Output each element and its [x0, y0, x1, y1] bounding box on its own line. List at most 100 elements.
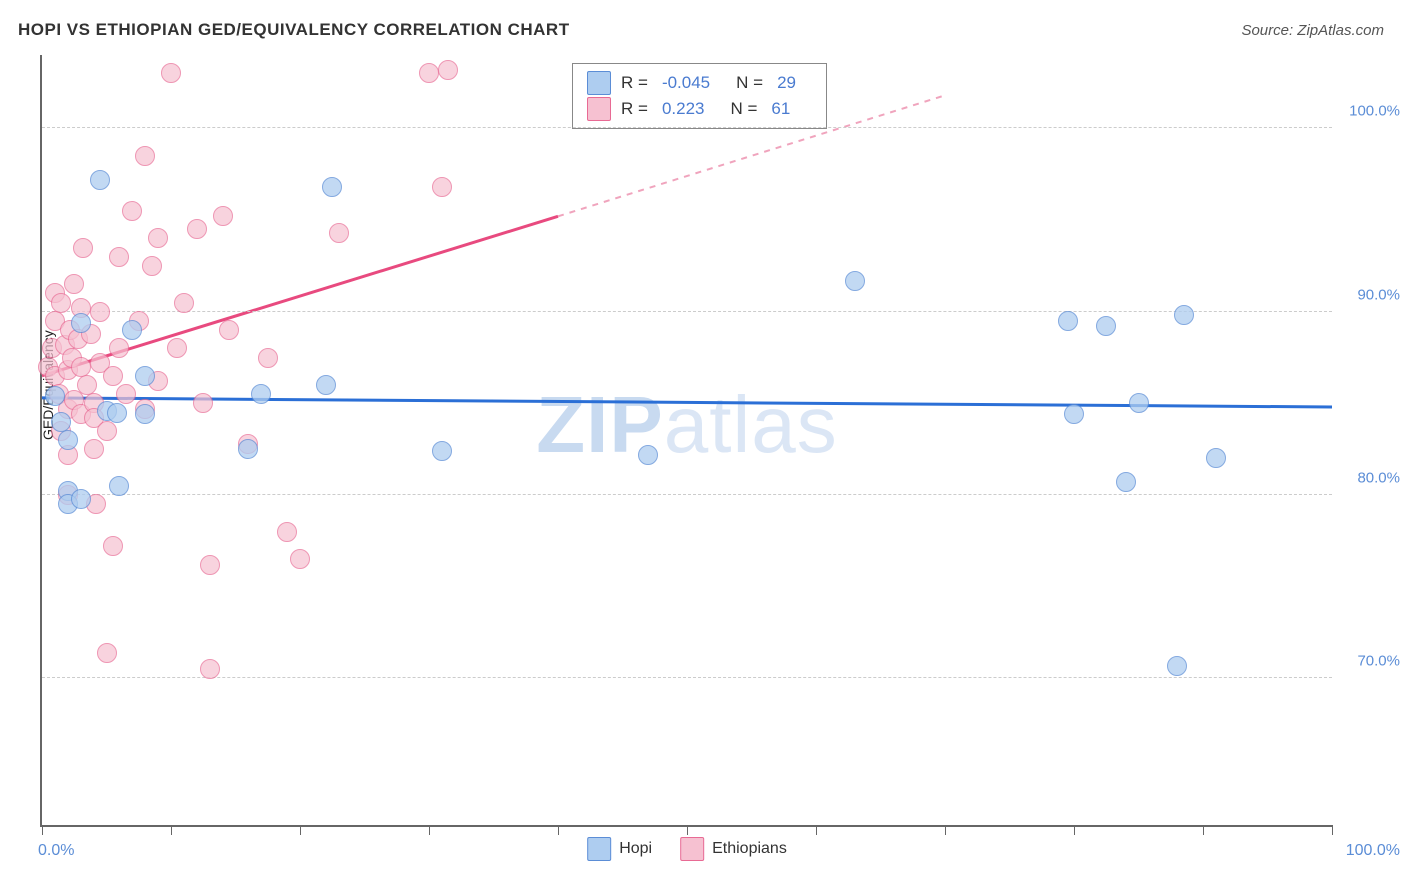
data-point: [1116, 472, 1136, 492]
chart-title: HOPI VS ETHIOPIAN GED/EQUIVALENCY CORREL…: [18, 20, 570, 40]
data-point: [161, 63, 181, 83]
data-point: [116, 384, 136, 404]
data-point: [316, 375, 336, 395]
stats-box: R =-0.045N =29R = 0.223N =61: [572, 63, 827, 129]
data-point: [251, 384, 271, 404]
legend-swatch: [587, 97, 611, 121]
x-tick: [945, 825, 946, 835]
data-point: [71, 313, 91, 333]
data-point: [142, 256, 162, 276]
stats-row: R = -0.045 N = 29: [587, 70, 812, 96]
data-point: [200, 659, 220, 679]
chart-container: HOPI VS ETHIOPIAN GED/EQUIVALENCY CORREL…: [0, 0, 1406, 892]
stats-n-value: 29: [773, 70, 812, 96]
data-point: [438, 60, 458, 80]
x-tick: [429, 825, 430, 835]
stats-n-value: 61: [767, 96, 806, 122]
data-point: [213, 206, 233, 226]
data-point: [71, 489, 91, 509]
data-point: [432, 441, 452, 461]
grid-line: [42, 127, 1332, 128]
bottom-legend: Hopi Ethiopians: [587, 837, 787, 861]
x-tick: [42, 825, 43, 835]
data-point: [107, 403, 127, 423]
x-tick: [300, 825, 301, 835]
data-point: [1064, 404, 1084, 424]
legend-swatch: [587, 71, 611, 95]
data-point: [122, 320, 142, 340]
data-point: [193, 393, 213, 413]
data-point: [109, 476, 129, 496]
x-tick-label: 0.0%: [38, 842, 74, 860]
data-point: [290, 549, 310, 569]
stats-r-value: 0.223: [658, 96, 721, 122]
trend-lines-svg: [42, 55, 1332, 825]
x-tick: [816, 825, 817, 835]
legend-item: Hopi: [587, 837, 652, 861]
data-point: [277, 522, 297, 542]
data-point: [97, 643, 117, 663]
x-tick: [558, 825, 559, 835]
data-point: [1174, 305, 1194, 325]
data-point: [84, 439, 104, 459]
x-tick: [1074, 825, 1075, 835]
data-point: [1129, 393, 1149, 413]
data-point: [1058, 311, 1078, 331]
y-tick-label: 100.0%: [1340, 103, 1400, 120]
data-point: [64, 274, 84, 294]
data-point: [1206, 448, 1226, 468]
data-point: [45, 386, 65, 406]
chart-source: Source: ZipAtlas.com: [1241, 22, 1384, 39]
data-point: [148, 228, 168, 248]
stats-row: R = 0.223 N = 61: [587, 96, 812, 122]
stats-r-value: -0.045: [658, 70, 726, 96]
data-point: [103, 536, 123, 556]
data-point: [174, 293, 194, 313]
stats-r-label: R =: [621, 96, 648, 122]
legend-swatch: [587, 837, 611, 861]
grid-line: [42, 311, 1332, 312]
data-point: [109, 247, 129, 267]
data-point: [238, 439, 258, 459]
grid-line: [42, 677, 1332, 678]
stats-n-label: N =: [730, 96, 757, 122]
data-point: [258, 348, 278, 368]
data-point: [187, 219, 207, 239]
data-point: [1096, 316, 1116, 336]
data-point: [219, 320, 239, 340]
data-point: [167, 338, 187, 358]
data-point: [103, 366, 123, 386]
data-point: [77, 375, 97, 395]
data-point: [51, 293, 71, 313]
data-point: [432, 177, 452, 197]
grid-line: [42, 494, 1332, 495]
y-tick-label: 80.0%: [1340, 470, 1400, 487]
legend-swatch: [680, 837, 704, 861]
data-point: [109, 338, 129, 358]
y-tick-label: 90.0%: [1340, 286, 1400, 303]
data-point: [135, 146, 155, 166]
data-point: [90, 302, 110, 322]
plot-area: GED/Equivalency ZIPatlas R =-0.045N =29R…: [40, 55, 1332, 827]
x-tick: [1203, 825, 1204, 835]
x-tick: [1332, 825, 1333, 835]
x-tick-label: 100.0%: [1340, 842, 1400, 860]
stats-r-label: R =: [621, 70, 648, 96]
data-point: [58, 430, 78, 450]
data-point: [122, 201, 142, 221]
data-point: [97, 421, 117, 441]
watermark: ZIPatlas: [536, 379, 837, 471]
data-point: [1167, 656, 1187, 676]
data-point: [419, 63, 439, 83]
data-point: [51, 412, 71, 432]
data-point: [90, 170, 110, 190]
legend-item: Ethiopians: [680, 837, 787, 861]
legend-label: Ethiopians: [712, 840, 787, 858]
data-point: [73, 238, 93, 258]
data-point: [322, 177, 342, 197]
data-point: [71, 357, 91, 377]
stats-n-label: N =: [736, 70, 763, 96]
data-point: [638, 445, 658, 465]
data-point: [329, 223, 349, 243]
x-tick: [687, 825, 688, 835]
